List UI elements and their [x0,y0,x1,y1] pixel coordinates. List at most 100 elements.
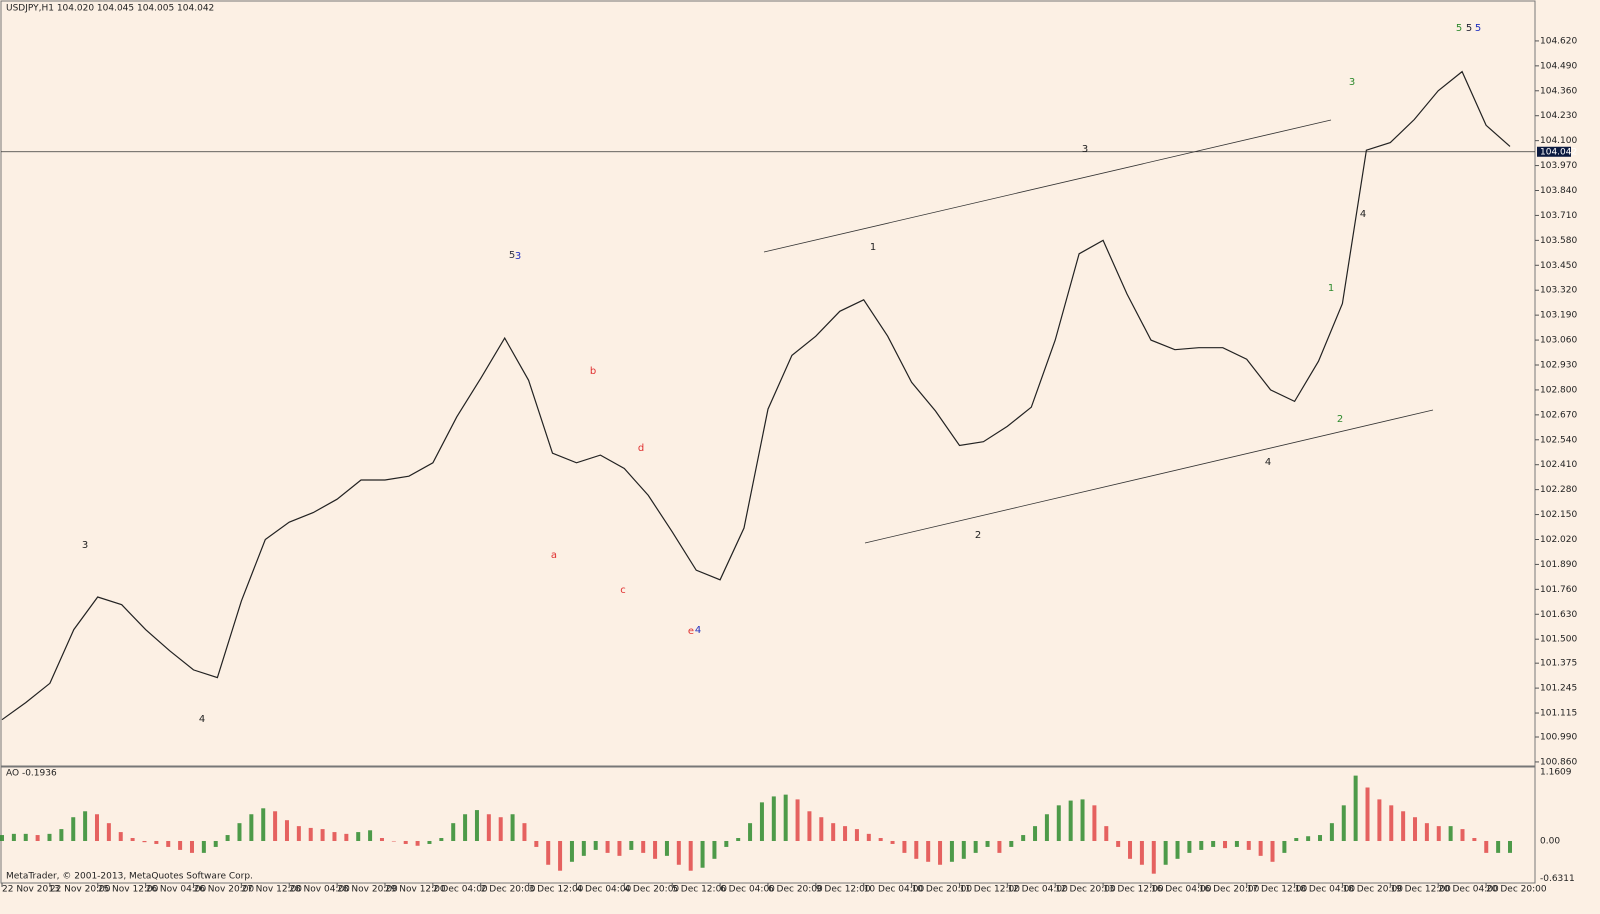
ao-bar [415,840,420,846]
ao-bar [985,840,990,847]
x-tick-label: 22 Nov 20:00 [50,885,111,895]
ao-bar [320,829,325,841]
y-tick-label: 104.490 [1540,61,1577,71]
ao-bar [1080,799,1085,841]
y-tick-label: 102.930 [1540,360,1577,370]
x-tick-label: 2 Dec 04:00 [433,885,488,895]
ao-bar [166,840,171,847]
ao-bar [700,840,705,868]
y-tick-label: 103.320 [1540,286,1577,296]
ao-bar [664,840,669,856]
ao-bar [1448,826,1453,841]
ao-bar [332,832,337,841]
x-tick-label: 26 Nov 04:00 [146,885,207,895]
ao-bar [368,830,373,841]
wave-label: 3 [82,540,88,551]
y-tick-label: 103.450 [1540,261,1577,271]
y-tick-label: 103.970 [1540,161,1577,171]
ao-bar [0,835,4,841]
wave-label: 4 [1265,457,1271,468]
ao-bar [831,823,836,841]
ao-bar [1508,840,1512,853]
ao-bar [1246,840,1251,850]
ao-bar [593,840,598,850]
ao-bar [854,829,859,841]
ao-bar [949,840,954,862]
x-tick-label: 2 Dec 20:00 [481,885,536,895]
ao-bar [1377,799,1382,841]
ao-bar [1128,840,1133,859]
ao-bar [1460,829,1465,841]
x-tick-label: 6 Dec 20:00 [768,885,823,895]
ao-bar [356,832,361,841]
ao-bar [1282,840,1287,853]
x-tick-label: 11 Dec 12:00 [959,885,1020,895]
ao-bar [522,823,527,841]
ao-bar [688,840,693,871]
x-tick-label: 6 Dec 04:00 [720,885,775,895]
x-tick-label: 22 Nov 2013 [2,885,60,895]
x-tick-label: 9 Dec 12:00 [816,885,871,895]
ao-bar [736,838,741,841]
x-tick-label: 10 Dec 04:00 [864,885,925,895]
x-tick-label: 25 Nov 12:00 [98,885,159,895]
y-tick-label: 102.280 [1540,485,1577,495]
ao-bar [771,796,776,841]
ao-bar [759,802,764,841]
x-tick-label: 20 Dec 04:00 [1438,885,1499,895]
ao-bar [1044,814,1049,841]
y-tick-label: 100.990 [1540,733,1577,743]
ao-bar [1068,800,1073,841]
ao-bar [225,835,230,841]
ao-bar [1413,817,1418,841]
ao-bar [1294,838,1299,841]
wave-label: 3 [1349,77,1355,88]
ao-bar [1009,840,1014,847]
ao-bar [1234,840,1239,847]
ao-bar [1401,811,1406,841]
ao-bar [1033,826,1038,841]
wave-label: b [590,366,596,377]
y-tick-label: 102.670 [1540,410,1577,420]
y-tick-label: 102.020 [1540,535,1577,545]
ao-bar [1151,840,1156,874]
ao-bar [510,814,515,841]
ao-bar [213,840,218,847]
ao-bar [427,840,432,844]
ao-bar [189,840,194,853]
ao-bar [819,817,824,841]
x-tick-label: 3 Dec 12:00 [529,885,584,895]
ao-bar [71,817,76,841]
wave-label: d [638,443,644,454]
ao-bar [83,811,88,841]
ao-bar [1270,840,1275,862]
ao-bar [569,840,574,862]
ao-bar [344,833,349,841]
ao-bar [605,840,610,853]
wave-label: 5 [1466,23,1472,34]
ao-bar [843,826,848,841]
ao-bar [1187,840,1192,853]
wave-label: 3 [1082,144,1088,155]
ao-bar [474,810,479,841]
main-pane-frame [0,0,1536,767]
ao-bar [534,840,539,847]
ao-bar [1389,805,1394,841]
y-tick-label: 102.540 [1540,435,1577,445]
y-tick-label: 103.190 [1540,311,1577,321]
ao-bar [938,840,943,865]
ao-bar [629,840,634,850]
x-tick-label: 12 Dec 20:00 [1055,885,1116,895]
ao-bar [961,840,966,859]
ao-bar [795,799,800,841]
ao-tick-label: 0.00 [1540,836,1560,846]
current-price-label: 104.042 [1540,147,1577,157]
ao-bar [748,823,753,841]
ao-bar [118,832,123,841]
ao-tick-label: 1.1609 [1540,768,1572,778]
x-tick-label: 18 Dec 04:00 [1295,885,1356,895]
ao-bar [463,814,468,841]
wave-label: 1 [1328,283,1334,294]
ao-bar [617,840,622,856]
